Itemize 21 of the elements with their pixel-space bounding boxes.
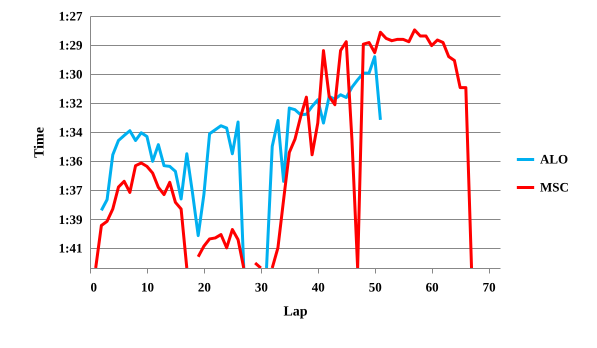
x-tick-label: 30 xyxy=(254,280,268,294)
y-tick-label: 1:34 xyxy=(58,124,83,140)
y-tick-label: 1:27 xyxy=(58,8,83,24)
x-tick-label: 0 xyxy=(90,280,97,294)
x-tick-label: 60 xyxy=(426,280,439,294)
legend-label: ALO xyxy=(540,152,568,166)
y-tick-label: 1:36 xyxy=(58,154,83,169)
x-axis-title: Lap xyxy=(283,304,308,320)
y-tick-label: 1:30 xyxy=(58,66,82,82)
x-tick-label: 50 xyxy=(368,280,382,294)
x-tick-label: 70 xyxy=(482,280,496,294)
x-tick-label: 10 xyxy=(140,280,154,294)
y-tick-label: 1:41 xyxy=(58,240,82,256)
legend-label: MSC xyxy=(540,180,569,194)
x-tick-label: 40 xyxy=(312,280,325,294)
y-axis-title: Time xyxy=(32,127,48,158)
x-tick-label: 20 xyxy=(198,280,211,294)
y-tick-label: 1:29 xyxy=(58,38,83,53)
y-tick-label: 1:32 xyxy=(58,96,82,111)
y-tick-label: 1:37 xyxy=(58,182,83,198)
y-tick-label: 1:39 xyxy=(58,212,83,227)
